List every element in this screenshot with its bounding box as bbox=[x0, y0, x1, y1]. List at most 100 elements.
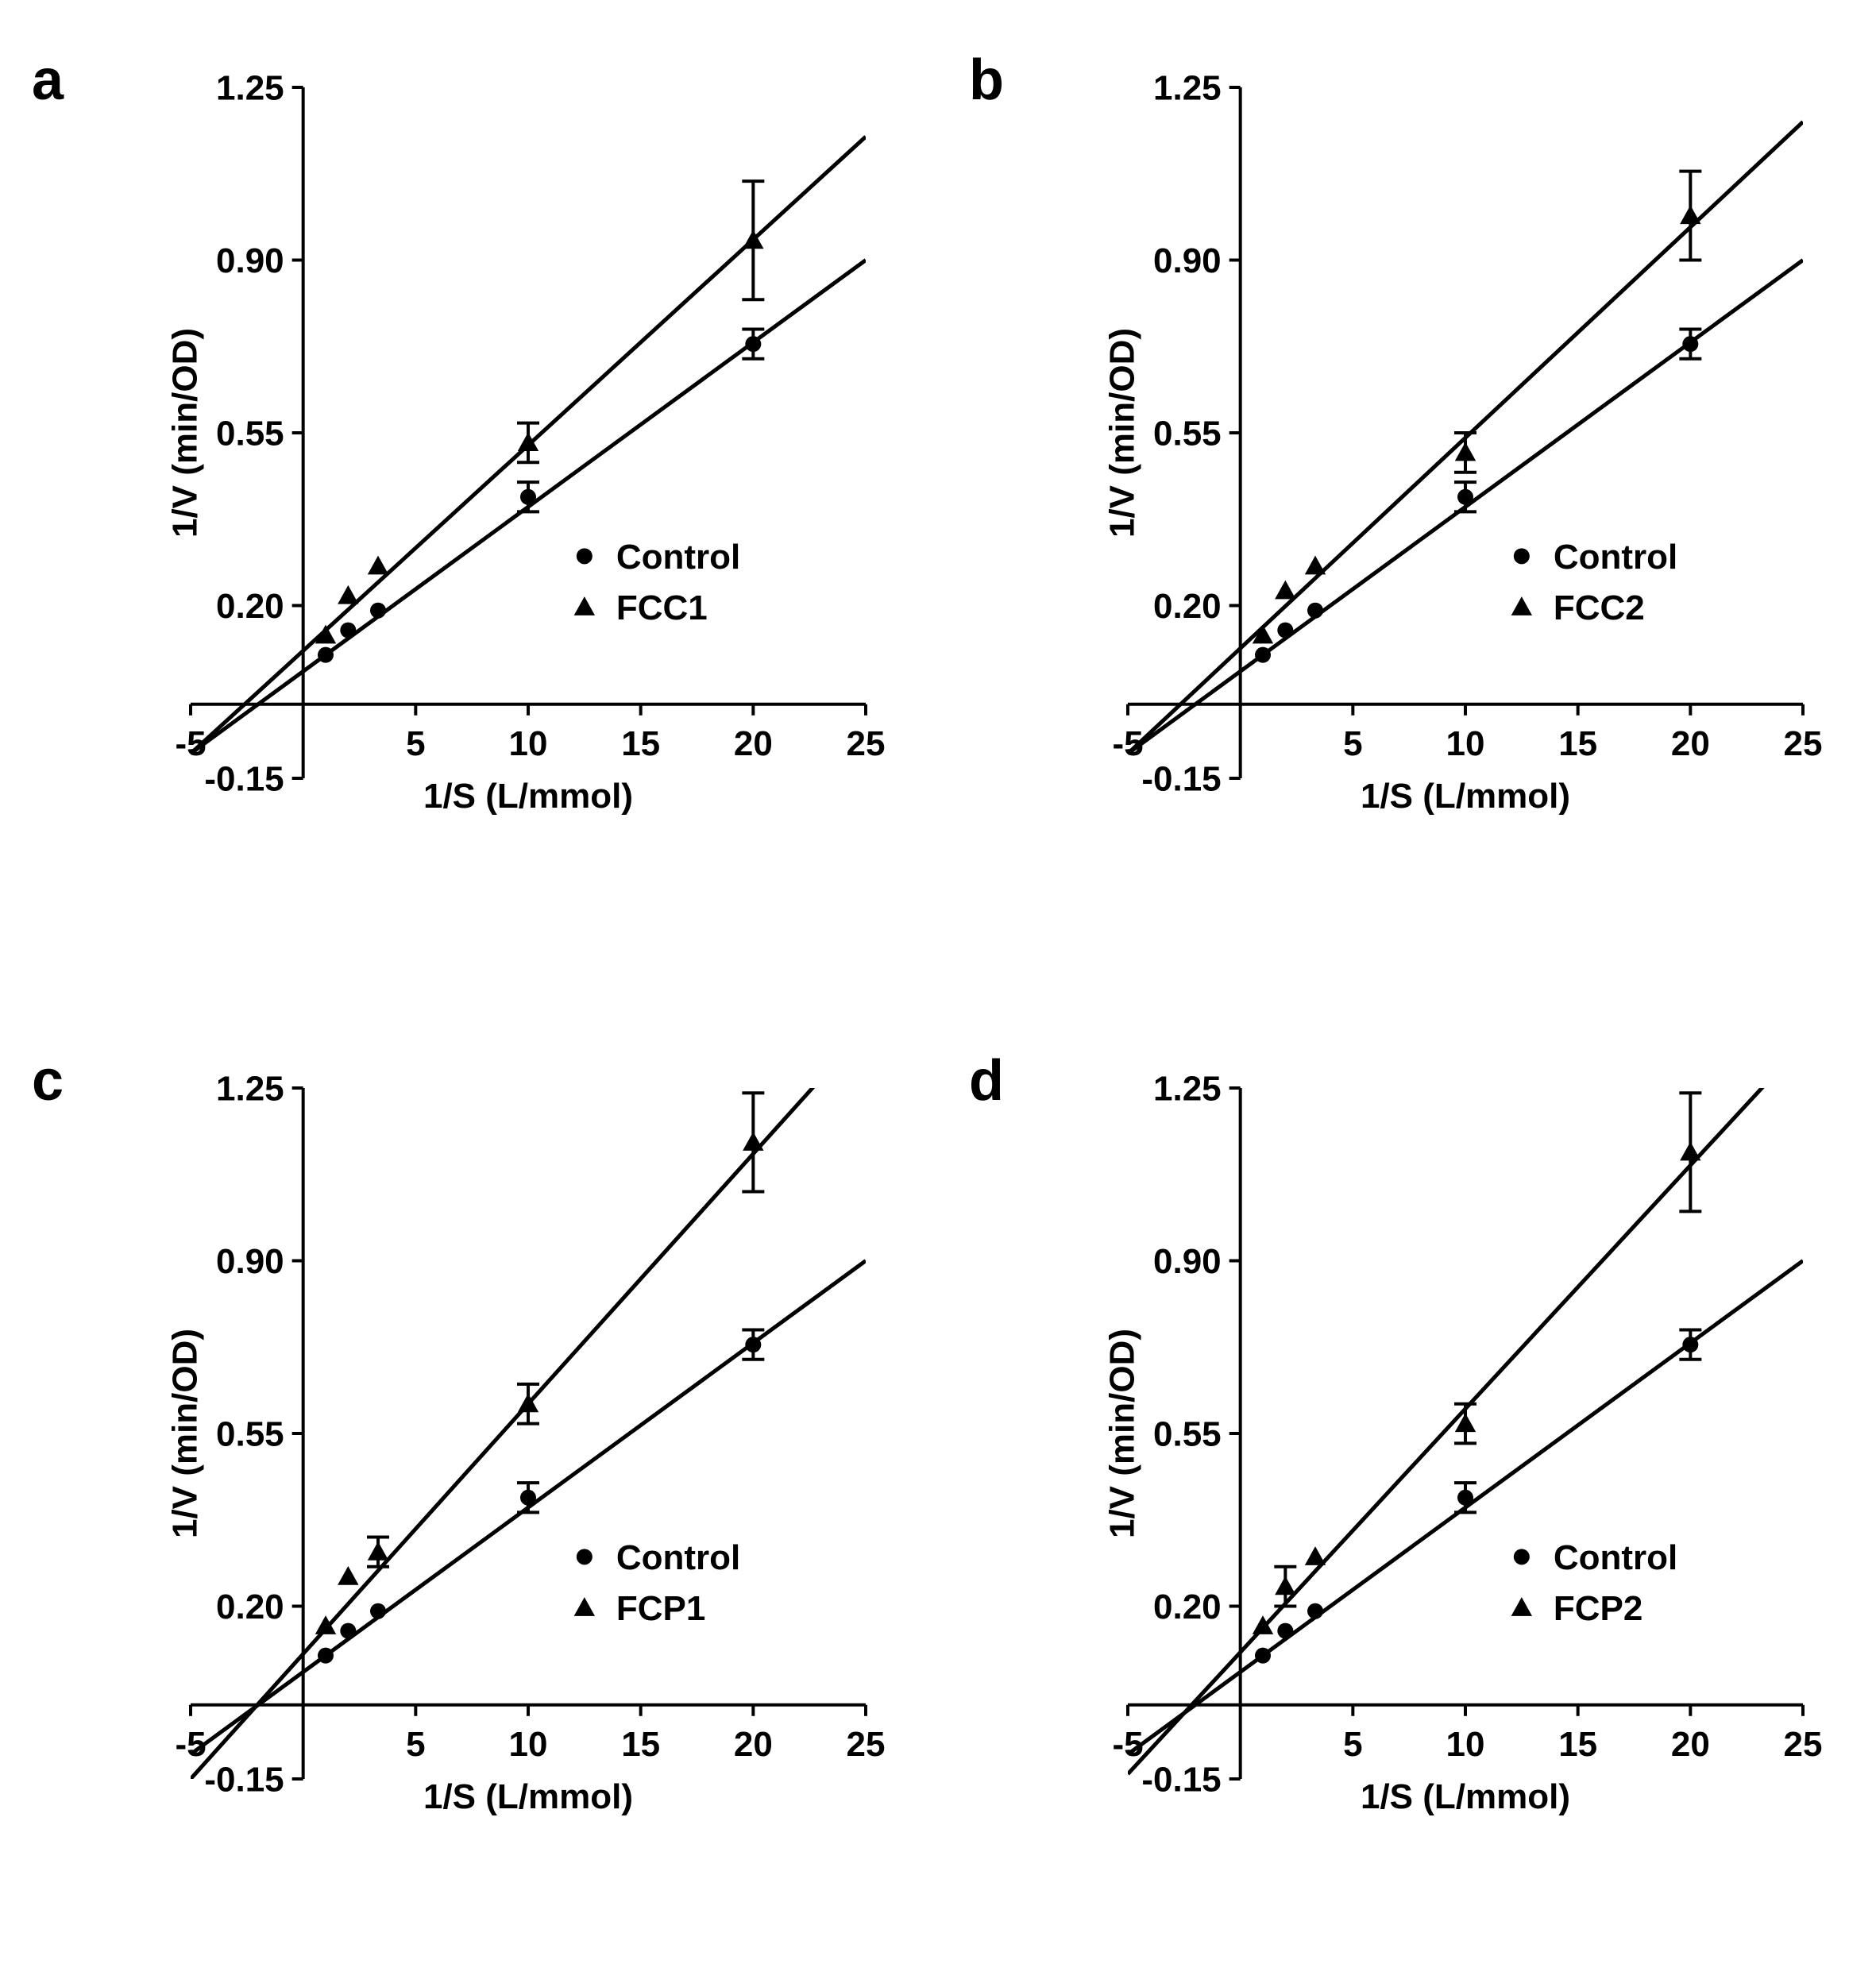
x-tick-label: 10 bbox=[1446, 1725, 1485, 1764]
y-axis-label: 1/V (min/OD) bbox=[1103, 328, 1142, 538]
x-tick-label: 5 bbox=[1343, 724, 1362, 763]
legend-marker-control bbox=[577, 548, 593, 564]
data-point-control bbox=[340, 1623, 356, 1639]
figure-container: a-5510152025-0.150.200.550.901.251/S (L/… bbox=[0, 0, 1876, 1987]
legend-marker-fcp1 bbox=[574, 1597, 595, 1616]
y-tick-label: 1.25 bbox=[216, 68, 284, 107]
data-point-control bbox=[1457, 1490, 1473, 1506]
y-tick-label: 0.90 bbox=[1153, 1242, 1222, 1281]
legend-label-control: Control bbox=[1554, 1538, 1677, 1577]
plot-area bbox=[191, 137, 866, 754]
legend-label-control: Control bbox=[616, 1538, 740, 1577]
data-point-control bbox=[1255, 647, 1271, 663]
legend-marker-control bbox=[1514, 548, 1530, 564]
x-tick-label: 25 bbox=[847, 724, 886, 763]
y-tick-label: -0.15 bbox=[1141, 1760, 1221, 1799]
legend-label-control: Control bbox=[616, 538, 740, 577]
legend-marker-fcc1 bbox=[574, 596, 595, 615]
data-point-fcc2 bbox=[1305, 556, 1326, 575]
x-tick-label: 10 bbox=[1446, 724, 1485, 763]
panel-label-b: b bbox=[969, 48, 1004, 113]
plot-area bbox=[191, 1028, 866, 1779]
panel-c: c-5510152025-0.150.200.550.901.251/S (L/… bbox=[32, 1024, 905, 1954]
data-point-control bbox=[318, 647, 334, 663]
x-tick-label: 20 bbox=[734, 1725, 773, 1764]
data-point-fcc1 bbox=[338, 585, 358, 604]
legend-label-fcp1: FCP1 bbox=[616, 1589, 705, 1628]
data-point-control bbox=[1457, 489, 1473, 505]
x-tick-label: 20 bbox=[1671, 1725, 1710, 1764]
data-point-control bbox=[1307, 603, 1323, 619]
y-tick-label: 0.20 bbox=[1153, 1588, 1222, 1626]
x-tick-label: 5 bbox=[406, 1725, 425, 1764]
x-tick-label: 15 bbox=[621, 724, 660, 763]
y-tick-label: 0.55 bbox=[1153, 1414, 1222, 1453]
x-tick-label: 25 bbox=[1784, 1725, 1823, 1764]
x-tick-label: 5 bbox=[406, 724, 425, 763]
x-tick-label: 15 bbox=[1558, 1725, 1597, 1764]
legend-marker-fcp2 bbox=[1511, 1597, 1532, 1616]
y-tick-label: 1.25 bbox=[1153, 68, 1222, 107]
data-point-control bbox=[318, 1648, 334, 1664]
data-point-fcc1 bbox=[315, 625, 336, 644]
x-tick-label: 10 bbox=[509, 1725, 548, 1764]
x-axis-label: 1/S (L/mmol) bbox=[423, 777, 633, 816]
data-point-control bbox=[370, 603, 386, 619]
data-point-fcc2 bbox=[1680, 205, 1700, 224]
x-tick-label: 15 bbox=[1558, 724, 1597, 763]
plot-svg-a: -5510152025-0.150.200.550.901.251/S (L/m… bbox=[32, 24, 905, 953]
x-tick-label: 25 bbox=[1784, 724, 1823, 763]
data-point-control bbox=[520, 489, 536, 505]
y-tick-label: 1.25 bbox=[216, 1069, 284, 1108]
y-tick-label: 0.90 bbox=[216, 1242, 284, 1281]
data-point-control bbox=[370, 1603, 386, 1619]
data-point-control bbox=[1682, 1337, 1698, 1352]
data-point-control bbox=[1277, 1623, 1293, 1639]
plot-area bbox=[1128, 122, 1803, 754]
x-tick-label: 5 bbox=[1343, 1725, 1362, 1764]
x-tick-label: 20 bbox=[734, 724, 773, 763]
data-point-fcp1 bbox=[368, 1541, 388, 1561]
y-tick-label: -0.15 bbox=[204, 759, 284, 798]
x-axis-label: 1/S (L/mmol) bbox=[1361, 777, 1570, 816]
panel-d: d-5510152025-0.150.200.550.901.251/S (L/… bbox=[969, 1024, 1843, 1954]
y-axis-label: 1/V (min/OD) bbox=[1103, 1329, 1142, 1538]
legend-label-fcc1: FCC1 bbox=[616, 588, 708, 627]
y-axis-label: 1/V (min/OD) bbox=[166, 1329, 205, 1538]
data-point-fcc1 bbox=[518, 432, 538, 451]
y-tick-label: 0.20 bbox=[216, 587, 284, 626]
data-point-fcp1 bbox=[338, 1566, 358, 1585]
legend-marker-control bbox=[1514, 1549, 1530, 1565]
plot-svg-d: -5510152025-0.150.200.550.901.251/S (L/m… bbox=[969, 1024, 1843, 1954]
panel-label-a: a bbox=[32, 48, 64, 113]
legend-marker-control bbox=[577, 1549, 593, 1565]
legend-label-control: Control bbox=[1554, 538, 1677, 577]
data-point-control bbox=[1277, 623, 1293, 639]
panel-label-d: d bbox=[969, 1048, 1004, 1113]
y-tick-label: 1.25 bbox=[1153, 1069, 1222, 1108]
legend-label-fcp2: FCP2 bbox=[1554, 1589, 1642, 1628]
data-point-control bbox=[1255, 1648, 1271, 1664]
x-tick-label: 15 bbox=[621, 1725, 660, 1764]
panel-label-c: c bbox=[32, 1048, 64, 1113]
data-point-fcp2 bbox=[1305, 1546, 1326, 1565]
y-tick-label: 0.90 bbox=[216, 241, 284, 280]
data-point-control bbox=[1307, 1603, 1323, 1619]
x-tick-label: 10 bbox=[509, 724, 548, 763]
plot-svg-b: -5510152025-0.150.200.550.901.251/S (L/m… bbox=[969, 24, 1843, 953]
data-point-control bbox=[520, 1490, 536, 1506]
y-tick-label: 0.20 bbox=[1153, 587, 1222, 626]
y-tick-label: 0.90 bbox=[1153, 241, 1222, 280]
y-tick-label: 0.20 bbox=[216, 1588, 284, 1626]
data-point-fcc1 bbox=[368, 556, 388, 575]
y-tick-label: 0.55 bbox=[216, 414, 284, 453]
y-tick-label: 0.55 bbox=[1153, 414, 1222, 453]
x-axis-label: 1/S (L/mmol) bbox=[423, 1777, 633, 1816]
data-point-control bbox=[340, 623, 356, 639]
data-point-control bbox=[745, 336, 761, 352]
x-axis-label: 1/S (L/mmol) bbox=[1361, 1777, 1570, 1816]
x-tick-label: 20 bbox=[1671, 724, 1710, 763]
panel-a: a-5510152025-0.150.200.550.901.251/S (L/… bbox=[32, 24, 905, 953]
y-tick-label: -0.15 bbox=[204, 1760, 284, 1799]
legend-label-fcc2: FCC2 bbox=[1554, 588, 1645, 627]
